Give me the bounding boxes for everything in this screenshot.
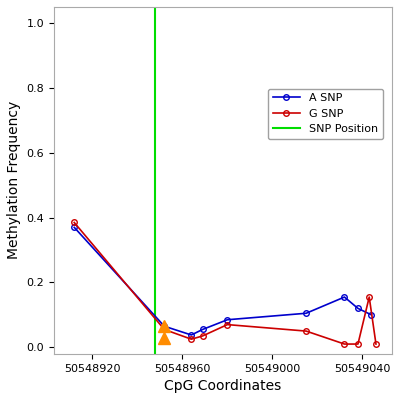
X-axis label: CpG Coordinates: CpG Coordinates xyxy=(164,379,282,393)
Y-axis label: Methylation Frequency: Methylation Frequency xyxy=(7,101,21,260)
Legend: A SNP, G SNP, SNP Position: A SNP, G SNP, SNP Position xyxy=(268,89,383,139)
